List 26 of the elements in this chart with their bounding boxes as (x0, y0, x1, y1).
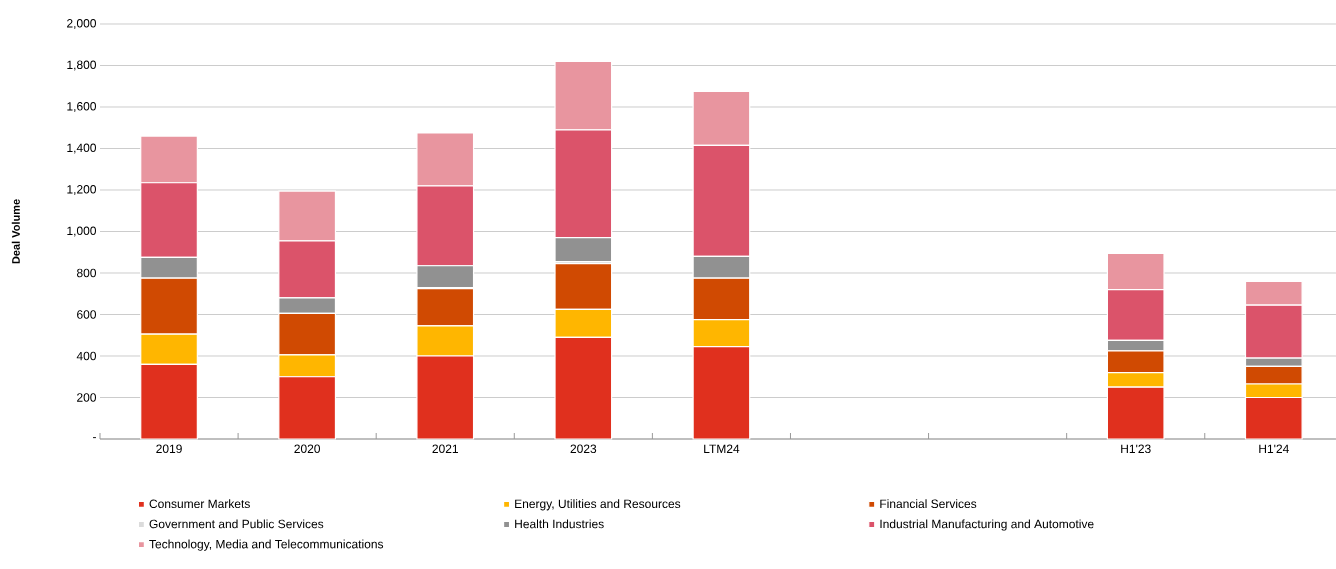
x-tick-label: 2020 (294, 444, 321, 454)
legend-label: Energy, Utilities and Resources (515, 499, 681, 511)
legend-label: Consumer Markets (149, 499, 250, 509)
y-tick-label: 800 (76, 268, 97, 278)
x-tick-label: LTM24 (704, 444, 740, 453)
y-tick-label: 1,400 (67, 143, 97, 154)
y-tick-label: 400 (76, 351, 97, 361)
y-tick-label: 600 (77, 310, 97, 319)
legend-label: Health Industries (515, 519, 604, 529)
x-tick-label: H1'24 (1259, 444, 1289, 453)
y-tick-label: 1,600 (67, 102, 97, 112)
x-tick-label: 2023 (570, 444, 597, 454)
x-tick-label: 2021 (432, 444, 458, 454)
legend-label: Industrial Manufacturing and Automotive (880, 519, 1094, 531)
y-tick-label: - (93, 437, 96, 439)
legend-label: Government and Public Services (149, 519, 324, 529)
y-axis-title: Deal Volume (11, 199, 20, 264)
legend-label: Financial Services (880, 499, 977, 509)
y-tick-label: 1,200 (67, 185, 97, 195)
legend-label: Technology, Media and Telecommunications (149, 539, 384, 551)
y-tick-label: 1,800 (67, 60, 97, 71)
y-tick-label: 2,000 (67, 19, 97, 29)
y-tick-label: 1,000 (67, 226, 97, 237)
y-tick-label: 200 (77, 393, 97, 402)
x-tick-label: H1'23 (1121, 444, 1151, 454)
x-tick-label: 2019 (156, 444, 182, 454)
